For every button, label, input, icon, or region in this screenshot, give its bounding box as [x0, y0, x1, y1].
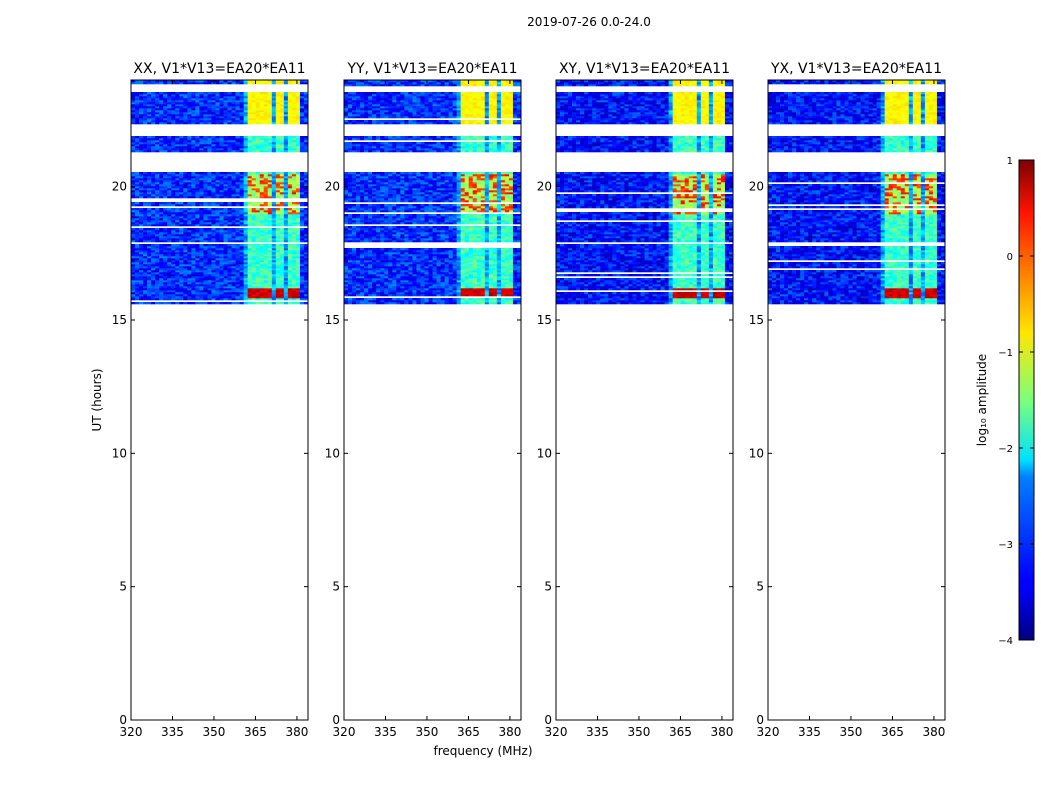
y-tick-label: 15 — [749, 313, 764, 327]
heatmap-xy — [556, 80, 734, 305]
y-tick-label: 0 — [756, 713, 764, 727]
panel-yy: YY, V1*V13=EA20*EA11 320 335 350 365 380 0 5 10 1… — [325, 61, 522, 739]
y-tick-label: 20 — [537, 180, 552, 194]
colorbar-gradient — [1018, 159, 1035, 641]
y-tick-label: 5 — [332, 580, 340, 594]
panel-title: YY, V1*V13=EA20*EA11 — [346, 61, 517, 77]
y-tick-label: 5 — [544, 580, 552, 594]
x-tick-label: 350 — [416, 725, 439, 739]
y-tick-label: 15 — [112, 313, 127, 327]
y-tick-label: 10 — [325, 446, 340, 460]
y-tick-label: 0 — [544, 713, 552, 727]
heatmap-xx — [131, 80, 309, 305]
heatmap-yx — [768, 80, 946, 305]
y-tick-label: 20 — [325, 180, 340, 194]
x-tick-label: 380 — [498, 725, 521, 739]
colorbar-tick-label: −2 — [998, 444, 1013, 455]
x-tick-label: 365 — [669, 725, 692, 739]
x-tick-label: 380 — [285, 725, 308, 739]
x-tick-label: 365 — [457, 725, 480, 739]
colorbar-tick-label: −1 — [998, 348, 1013, 359]
x-tick-label: 320 — [333, 725, 356, 739]
x-tick-label: 380 — [710, 725, 733, 739]
colorbar: 1 0 −1 −2 −3 −4 log₁₀ amplitude — [975, 156, 1035, 647]
y-tick-label: 0 — [119, 713, 127, 727]
x-tick-label: 320 — [757, 725, 780, 739]
x-tick-label: 350 — [203, 725, 226, 739]
x-tick-label: 335 — [374, 725, 397, 739]
y-tick-label: 15 — [537, 313, 552, 327]
y-tick-label: 10 — [112, 446, 127, 460]
panel-xy: XY, V1*V13=EA20*EA11 320 335 350 365 380 0 5 10 1… — [537, 61, 734, 739]
x-axis-label: frequency (MHz) — [433, 744, 532, 758]
panel-title: YX, V1*V13=EA20*EA11 — [770, 61, 942, 77]
colorbar-tick-label: 0 — [1007, 252, 1013, 263]
x-tick-label: 320 — [120, 725, 143, 739]
x-tick-label: 350 — [628, 725, 651, 739]
axes-frame — [767, 79, 946, 721]
x-tick-label: 365 — [881, 725, 904, 739]
x-tick-label: 380 — [922, 725, 945, 739]
heatmap-yy — [344, 80, 522, 305]
y-tick-label: 20 — [749, 180, 764, 194]
x-tick-label: 335 — [161, 725, 184, 739]
panel-title: XX, V1*V13=EA20*EA11 — [133, 61, 305, 77]
y-tick-label: 5 — [119, 580, 127, 594]
colorbar-ticks: 1 0 −1 −2 −3 −4 — [998, 156, 1034, 647]
x-tick-label: 335 — [798, 725, 821, 739]
colorbar-tick-label: −4 — [998, 636, 1013, 647]
axes-frame — [343, 79, 522, 721]
axes-frame — [130, 79, 309, 721]
y-tick-label: 10 — [749, 446, 764, 460]
y-tick-label: 0 — [332, 713, 340, 727]
colorbar-label: log₁₀ amplitude — [975, 354, 989, 446]
panel-xx: XX, V1*V13=EA20*EA11 320 335 350 365 380 0 5 10 1… — [112, 61, 309, 739]
y-tick-label: 15 — [325, 313, 340, 327]
panels-layer: XX, V1*V13=EA20*EA11 320 335 350 365 380 0 5 10 1… — [112, 61, 946, 739]
x-tick-label: 365 — [244, 725, 267, 739]
y-tick-label: 5 — [756, 580, 764, 594]
colorbar-tick-label: 1 — [1007, 156, 1013, 167]
x-tick-label: 350 — [840, 725, 863, 739]
x-tick-label: 320 — [545, 725, 568, 739]
colorbar-tick-label: −3 — [998, 540, 1013, 551]
panel-yx: YX, V1*V13=EA20*EA11 320 335 350 365 380 0 5 10 1… — [749, 61, 946, 739]
y-tick-label: 20 — [112, 180, 127, 194]
y-tick-label: 10 — [537, 446, 552, 460]
x-tick-label: 335 — [586, 725, 609, 739]
panel-title: XY, V1*V13=EA20*EA11 — [559, 61, 730, 77]
axes-frame — [555, 79, 734, 721]
y-axis-label: UT (hours) — [90, 368, 104, 431]
figure-suptitle: 2019-07-26 0.0-24.0 — [527, 15, 651, 29]
